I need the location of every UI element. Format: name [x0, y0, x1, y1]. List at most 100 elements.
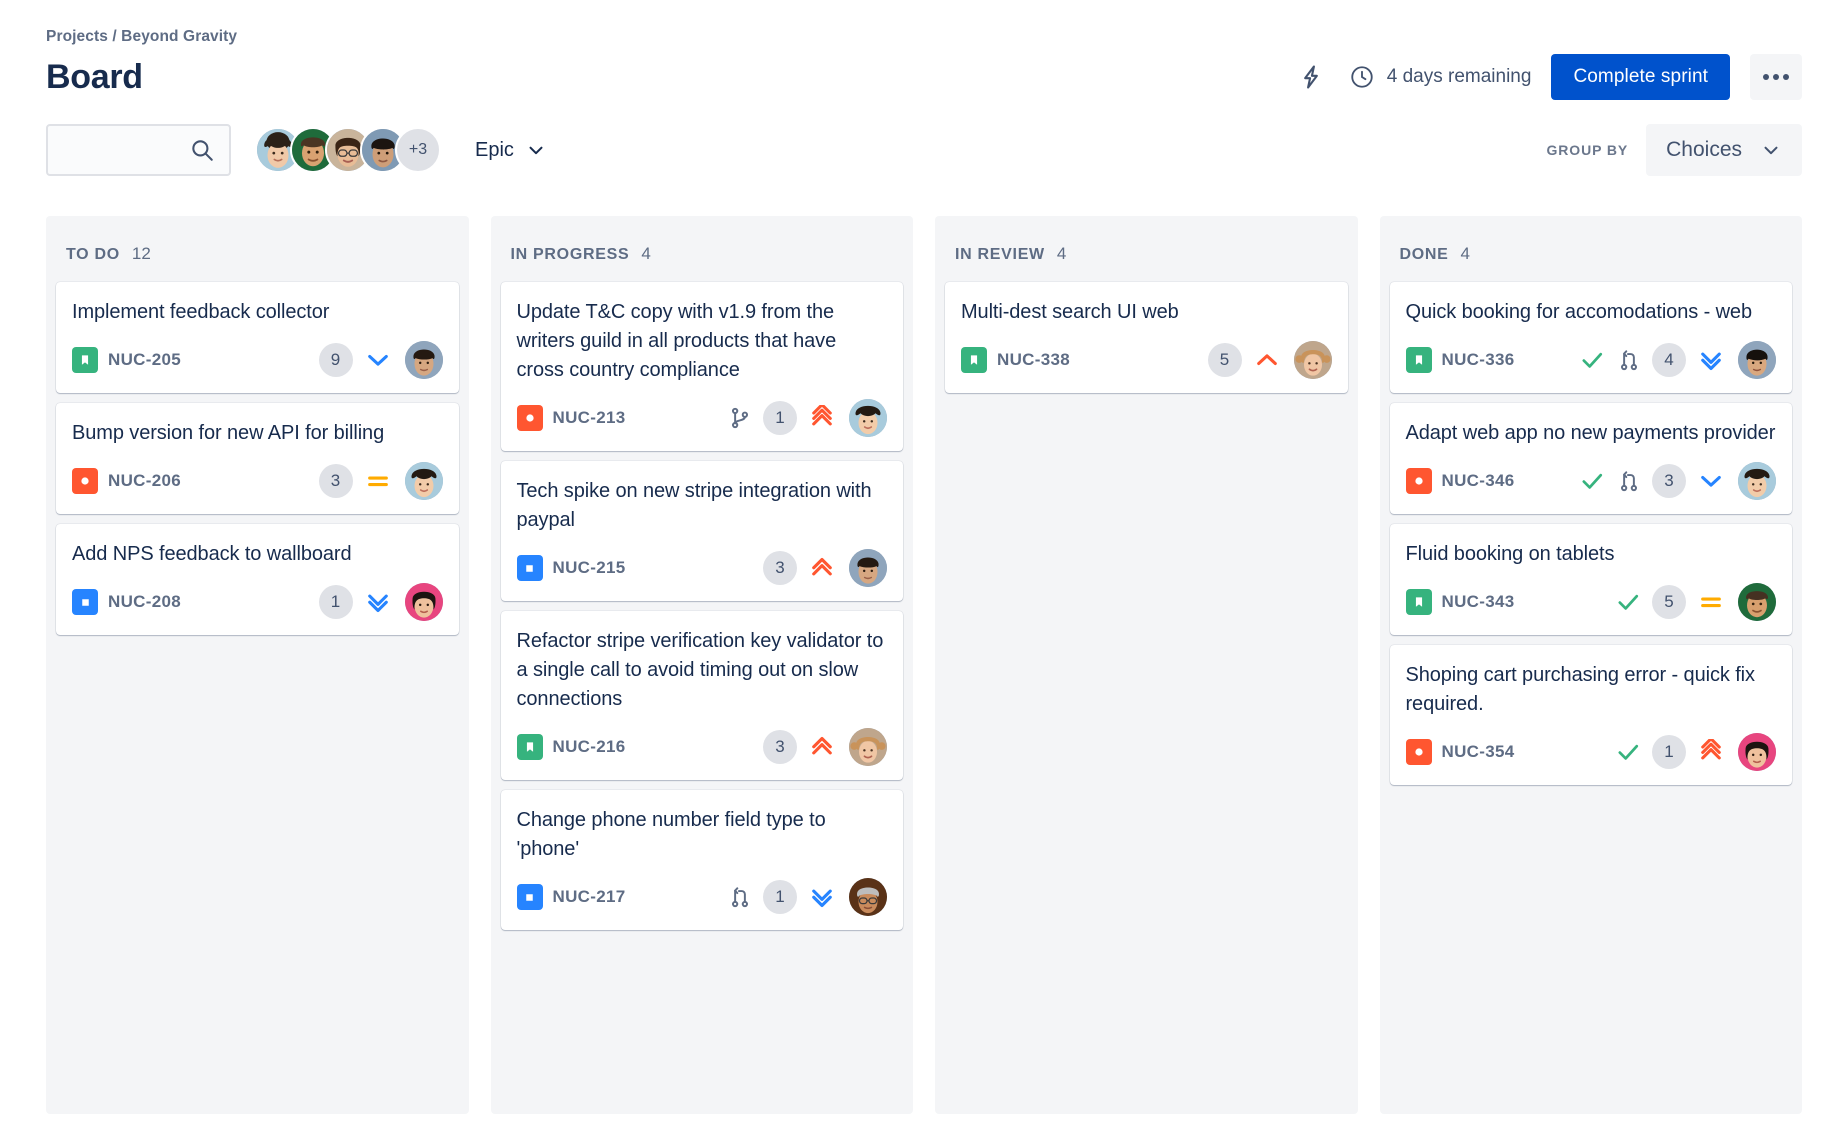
- priority-high-icon: [807, 555, 837, 581]
- title-row: Board 4 days remaining Complete sprint: [46, 54, 1802, 100]
- issue-card[interactable]: Quick booking for accomodations - web NUC…: [1389, 282, 1792, 393]
- issue-key[interactable]: NUC-216: [552, 737, 626, 756]
- chevron-down-icon: [1760, 139, 1782, 161]
- story-type-icon: [1405, 347, 1432, 373]
- priority-high-single-icon: [1252, 347, 1282, 373]
- group-by-dropdown[interactable]: Choices: [1646, 124, 1802, 176]
- board-column: IN PROGRESS 4 Update T&C copy with v1.9 fr…: [490, 216, 913, 1114]
- issue-meta-row: NUC-216 3: [516, 728, 887, 766]
- epic-filter-dropdown[interactable]: Epic: [465, 131, 557, 170]
- issue-card[interactable]: Implement feedback collector NUC-205 9: [56, 282, 459, 393]
- priority-lowest-icon: [363, 589, 393, 615]
- column-card-list: Update T&C copy with v1.9 from the write…: [500, 282, 903, 930]
- assignee-avatar[interactable]: [849, 878, 887, 916]
- filter-left-group: +3 Epic: [46, 124, 557, 176]
- group-by-label: GROUP BY: [1546, 142, 1629, 158]
- check-icon: [1578, 346, 1606, 374]
- assignee-avatar[interactable]: [1738, 733, 1776, 771]
- ellipsis-dot: [1773, 74, 1779, 80]
- assignee-avatar[interactable]: [404, 341, 443, 379]
- complete-sprint-button[interactable]: Complete sprint: [1551, 54, 1730, 100]
- issue-meta-row: NUC-206 3: [72, 462, 443, 500]
- column-header: IN REVIEW 4: [945, 226, 1348, 282]
- assignee-avatar[interactable]: [404, 583, 443, 621]
- assignee-avatar[interactable]: [1738, 462, 1776, 500]
- pull-request-icon[interactable]: [727, 884, 753, 910]
- issue-card[interactable]: Bump version for new API for billing NUC-…: [56, 403, 459, 514]
- search-icon[interactable]: [189, 137, 215, 163]
- pull-request-icon[interactable]: [1616, 347, 1642, 373]
- epic-filter-label: Epic: [475, 138, 514, 161]
- issue-key[interactable]: NUC-213: [552, 408, 626, 427]
- issue-meta-row: NUC-343 5: [1405, 583, 1776, 621]
- issue-meta-row: NUC-205 9: [72, 341, 443, 379]
- ellipsis-dot: [1763, 74, 1769, 80]
- issue-title: Change phone number field type to 'phone…: [516, 809, 826, 860]
- issue-card[interactable]: Shoping cart purchasing error - quick fi…: [1389, 645, 1792, 785]
- clock-icon: [1349, 64, 1375, 90]
- board-column: IN REVIEW 4 Multi-dest search UI web NUC-33…: [935, 216, 1358, 1114]
- priority-lowest-icon: [807, 884, 837, 910]
- issue-card[interactable]: Tech spike on new stripe integration wit…: [500, 461, 903, 601]
- column-card-list: Implement feedback collector NUC-205 9 Bump…: [56, 282, 459, 635]
- issue-key[interactable]: NUC-336: [1441, 350, 1515, 369]
- filter-right-group: GROUP BY Choices: [1546, 124, 1802, 176]
- avatar-overflow-count[interactable]: +3: [395, 127, 441, 173]
- issue-key[interactable]: NUC-208: [108, 592, 181, 611]
- issue-meta-row: NUC-338 5: [961, 341, 1332, 379]
- issue-card[interactable]: Multi-dest search UI web NUC-338 5: [945, 282, 1348, 393]
- pull-request-icon[interactable]: [1616, 468, 1642, 494]
- story-points-badge: 3: [763, 551, 797, 585]
- priority-low-icon: [1696, 468, 1726, 494]
- page-title: Board: [46, 58, 143, 96]
- issue-card[interactable]: Update T&C copy with v1.9 from the write…: [500, 282, 903, 451]
- issue-meta-row: NUC-213 1: [516, 399, 887, 437]
- issue-key[interactable]: NUC-217: [552, 887, 626, 906]
- priority-medium-icon: [1696, 589, 1726, 615]
- issue-meta-row: NUC-217 1: [516, 878, 887, 916]
- issue-title: Adapt web app no new payments provider: [1405, 422, 1776, 444]
- story-points-badge: 1: [763, 880, 797, 914]
- assignee-avatar[interactable]: [404, 462, 443, 500]
- assignee-avatar[interactable]: [849, 728, 887, 766]
- assignee-avatar[interactable]: [1738, 583, 1776, 621]
- column-card-list: Quick booking for accomodations - web NUC…: [1389, 282, 1792, 785]
- branch-icon[interactable]: [727, 405, 753, 431]
- issue-key[interactable]: NUC-205: [108, 350, 181, 369]
- bug-type-icon: [1405, 468, 1432, 494]
- assignee-avatar[interactable]: [849, 399, 887, 437]
- issue-title: Bump version for new API for billing: [72, 422, 385, 444]
- issue-card[interactable]: Fluid booking on tablets NUC-343 5: [1389, 524, 1792, 635]
- priority-lowest-icon: [1696, 347, 1726, 373]
- task-type-icon: [516, 884, 543, 910]
- board-column: TO DO 12 Implement feedback collector NUC-2…: [46, 216, 469, 1114]
- assignee-avatar[interactable]: [1738, 341, 1776, 379]
- ellipsis-dot: [1783, 74, 1789, 80]
- bug-type-icon: [516, 405, 543, 431]
- issue-card[interactable]: Add NPS feedback to wallboard NUC-208 1: [56, 524, 459, 635]
- search-input[interactable]: [62, 140, 189, 160]
- issue-card[interactable]: Change phone number field type to 'phone…: [500, 790, 903, 930]
- issue-key[interactable]: NUC-338: [997, 350, 1070, 369]
- column-count: 4: [1460, 244, 1470, 263]
- issue-key[interactable]: NUC-206: [108, 471, 181, 490]
- check-icon: [1614, 738, 1642, 766]
- issue-card[interactable]: Adapt web app no new payments provider NU…: [1389, 403, 1792, 514]
- issue-key[interactable]: NUC-346: [1441, 471, 1515, 490]
- issue-key[interactable]: NUC-354: [1441, 742, 1515, 761]
- issue-card[interactable]: Refactor stripe verification key validat…: [500, 611, 903, 780]
- assignee-avatar-group: +3: [255, 127, 441, 173]
- column-title: DONE: [1399, 246, 1449, 263]
- issue-meta-row: NUC-215 3: [516, 549, 887, 587]
- assignee-avatar[interactable]: [849, 549, 887, 587]
- search-box[interactable]: [46, 124, 231, 176]
- issue-key[interactable]: NUC-343: [1441, 592, 1515, 611]
- issue-key[interactable]: NUC-215: [552, 558, 626, 577]
- breadcrumb[interactable]: Projects / Beyond Gravity: [46, 28, 238, 45]
- page-header: Projects / Beyond Gravity Board 4 days r…: [0, 0, 1848, 100]
- lightning-icon[interactable]: [1293, 59, 1329, 95]
- assignee-avatar[interactable]: [1293, 341, 1332, 379]
- board-column: DONE 4 Quick booking for accomodations - w…: [1379, 216, 1802, 1114]
- story-points-badge: 3: [318, 464, 353, 498]
- more-actions-button[interactable]: [1750, 54, 1802, 100]
